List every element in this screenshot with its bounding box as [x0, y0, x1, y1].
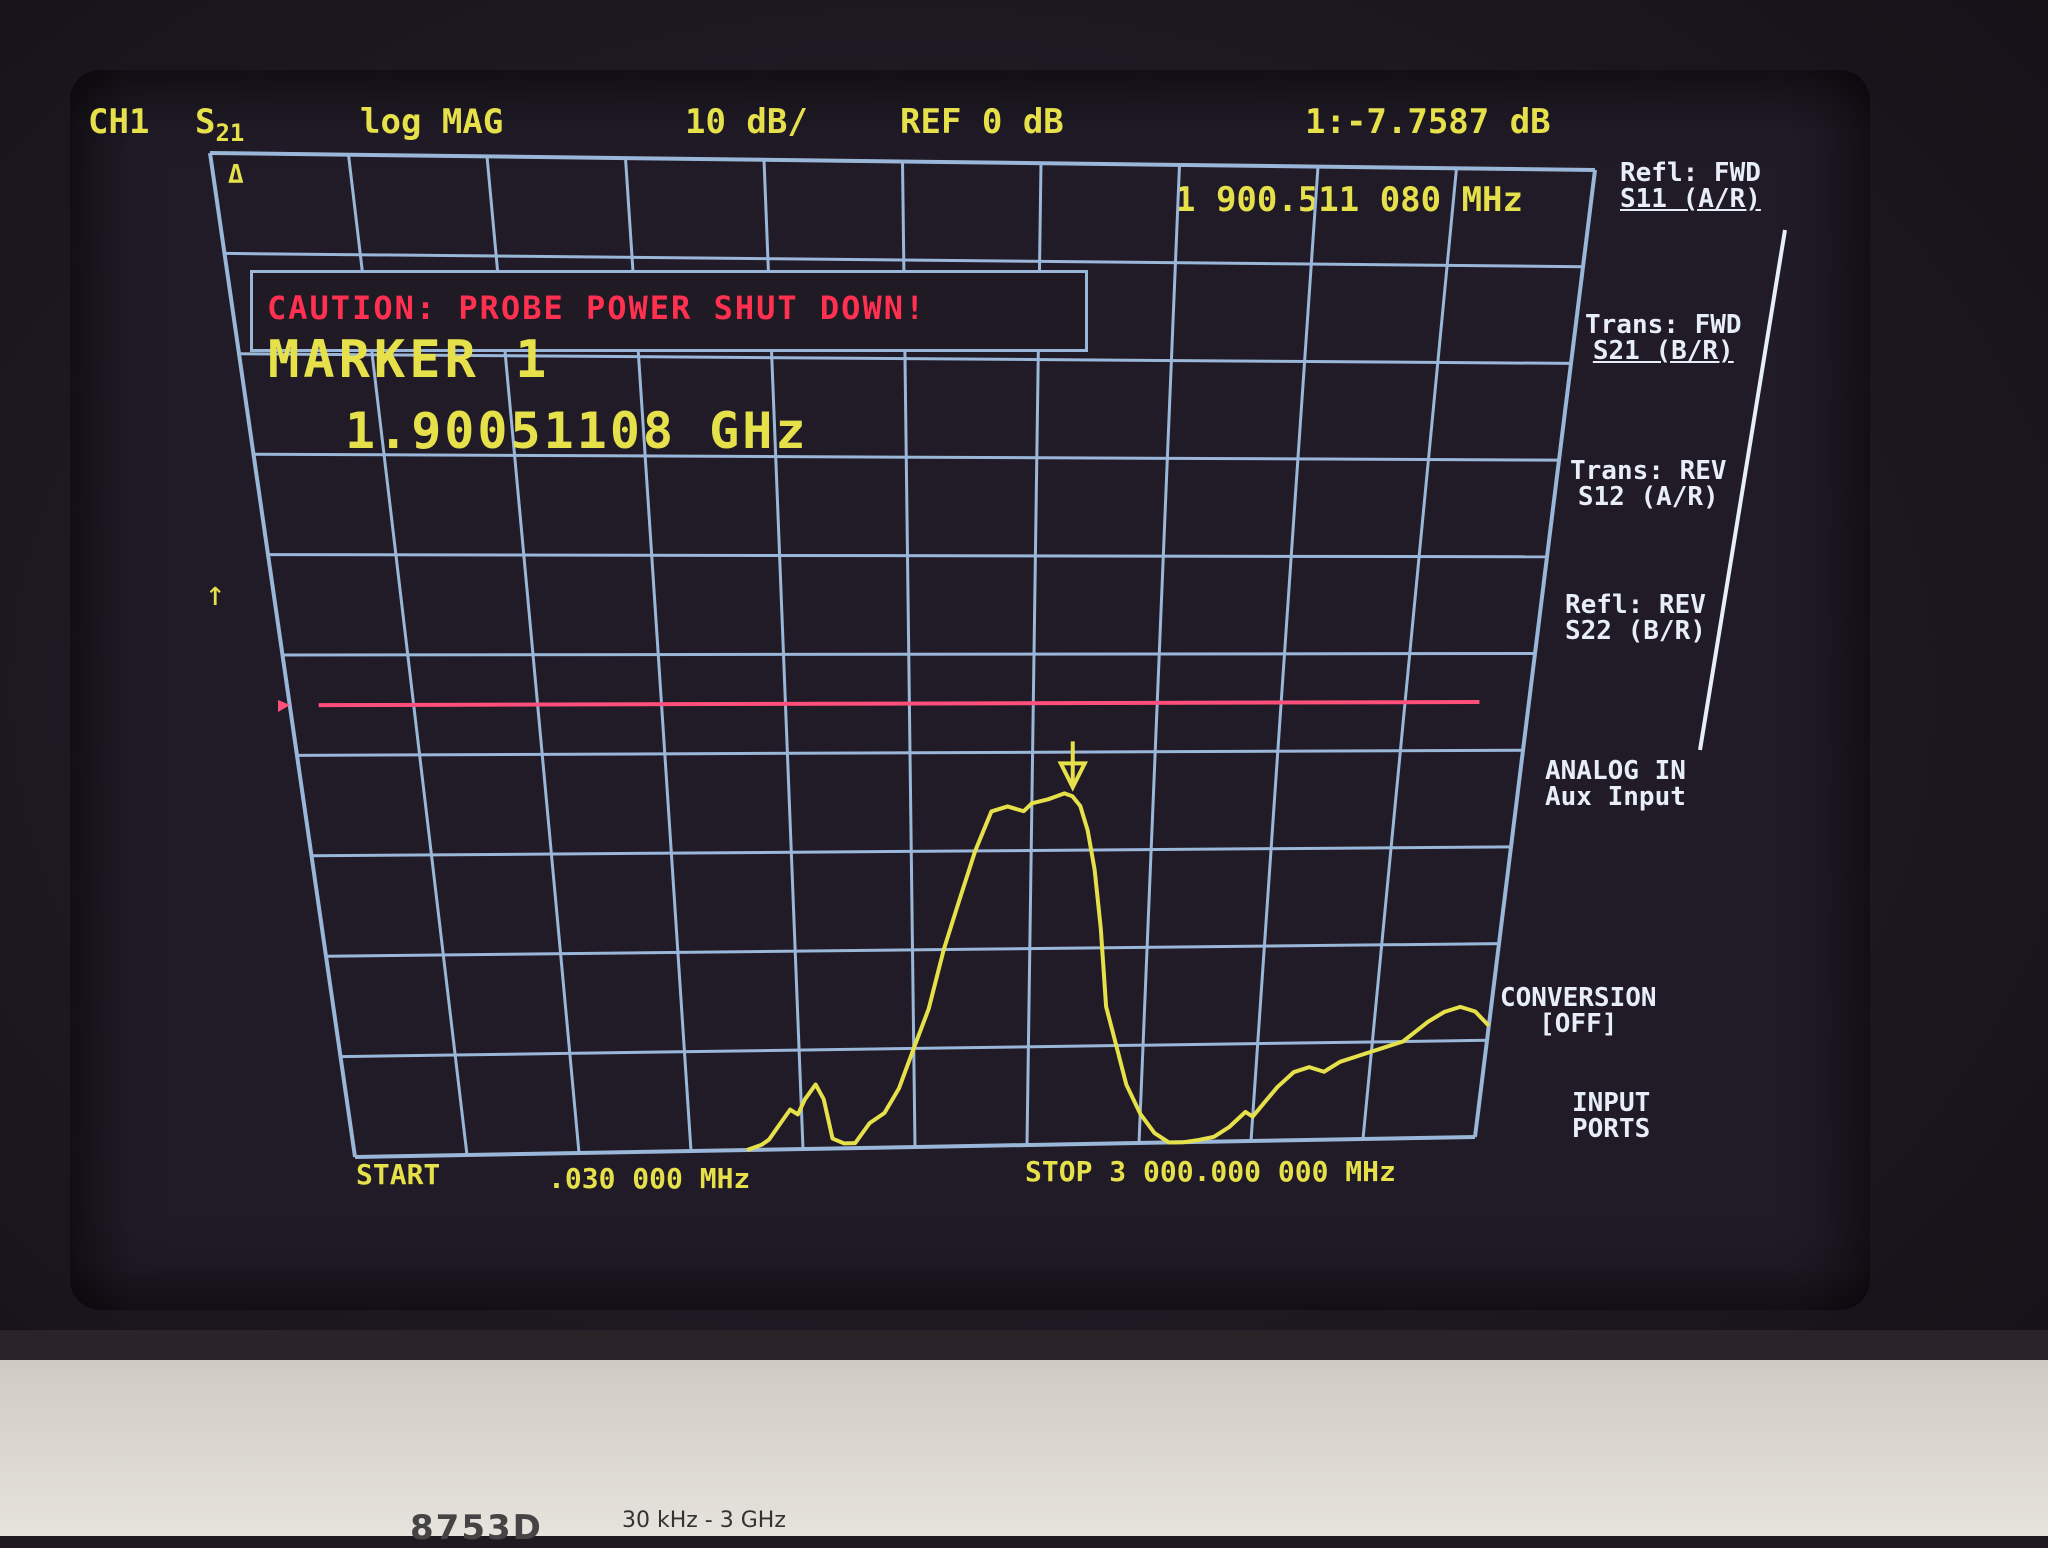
softkey-line: Trans: REV	[1570, 456, 1727, 486]
softkey-refl-rev-s22[interactable]: Refl: REV S22 (B/R)	[1565, 592, 1706, 644]
softkey-trans-rev-s12[interactable]: Trans: REV S12 (A/R)	[1570, 458, 1727, 510]
frequency-range-label: 30 kHz - 3 GHz	[622, 1508, 786, 1533]
scale-label: 10 dB/	[685, 102, 808, 142]
grid-horizontal-line	[325, 942, 1500, 958]
scale-arrow-icon: ↑	[205, 574, 225, 614]
softkey-input-ports[interactable]: INPUT PORTS	[1572, 1090, 1650, 1142]
stop-frequency: STOP 3 000.000 000 MHz	[1025, 1155, 1396, 1188]
grid-horizontal-line	[282, 652, 1536, 657]
softkey-line: S22 (B/R)	[1565, 616, 1706, 646]
softkey-analog-in[interactable]: ANALOG IN Aux Input	[1545, 758, 1686, 810]
grid-horizontal-line	[253, 452, 1560, 462]
softkey-line: [OFF]	[1539, 1009, 1618, 1039]
softkey-line: Trans: FWD	[1585, 310, 1742, 340]
marker-readout: 1:-7.7587 dB	[1305, 102, 1551, 142]
softkey-line: CONVERSION	[1500, 983, 1657, 1013]
grid-horizontal-line	[267, 553, 1548, 559]
marker-title: MARKER 1	[268, 330, 551, 390]
s-parameter-letter: S	[195, 102, 216, 142]
softkey-line: Refl: FWD	[1620, 158, 1761, 188]
softkey-line: INPUT	[1572, 1088, 1651, 1118]
channel-label: CH1	[88, 102, 150, 142]
softkey-line: PORTS	[1572, 1114, 1651, 1144]
grid-horizontal-line	[224, 251, 1584, 269]
instrument-case	[0, 1360, 2048, 1536]
s-parameter-label: S21	[195, 102, 244, 147]
s21-trace	[746, 791, 1491, 1152]
s-parameter-subscript: 21	[215, 118, 245, 147]
reference-label: REF 0 dB	[900, 102, 1064, 142]
grid-lines	[208, 151, 1597, 1159]
marker-1-symbol	[1057, 741, 1088, 792]
format-label: log MAG	[360, 102, 504, 142]
marker-frequency-readout: 1 900.511 080 MHz	[1175, 180, 1523, 220]
grid-horizontal-line	[311, 845, 1512, 858]
softkey-line: S12 (A/R)	[1577, 482, 1719, 512]
marker-arrow-icon	[1057, 761, 1088, 792]
start-frequency: .030 000 MHz	[548, 1162, 751, 1195]
softkey-line: ANALOG IN	[1545, 756, 1686, 786]
softkey-refl-fwd-s11[interactable]: Refl: FWD S11 (A/R)	[1620, 160, 1761, 212]
reference-line	[318, 699, 1480, 708]
softkey-line: S21 (B/R)	[1592, 336, 1734, 366]
grid-horizontal-line	[296, 748, 1524, 757]
grid-horizontal-line	[354, 1135, 1476, 1159]
softkey-line: Refl: REV	[1565, 590, 1706, 620]
start-label: START	[356, 1158, 441, 1191]
softkey-trans-fwd-s21[interactable]: Trans: FWD S21 (B/R)	[1585, 312, 1742, 364]
grid-horizontal-line	[238, 352, 1572, 365]
softkey-line: Aux Input	[1545, 782, 1686, 812]
marker-value: 1.90051108 GHz	[345, 402, 809, 460]
softkey-line: S11 (A/R)	[1620, 184, 1761, 214]
grid-horizontal-line	[209, 151, 1596, 172]
softkey-conversion[interactable]: CONVERSION [OFF]	[1500, 985, 1657, 1037]
caution-text: CAUTION: PROBE POWER SHUT DOWN!	[267, 289, 927, 327]
delta-corner-icon: Δ	[228, 160, 244, 190]
caution-banner: CAUTION: PROBE POWER SHUT DOWN!	[250, 270, 1088, 352]
reference-pointer-icon	[278, 700, 290, 712]
